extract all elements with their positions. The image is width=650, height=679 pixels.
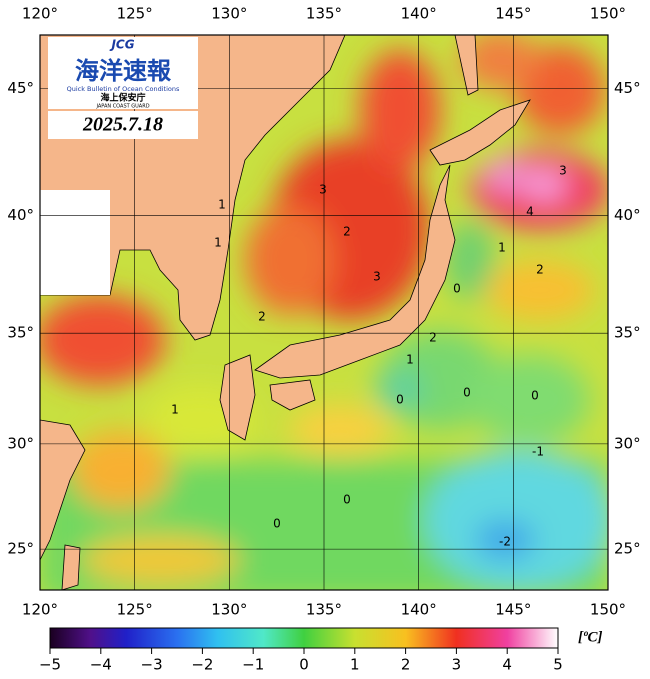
logo-subtitle: Quick Bulletin of Ocean Conditions xyxy=(67,85,180,93)
y-tick-label-right: 30° xyxy=(614,434,641,452)
x-tick-label-bottom: 140° xyxy=(401,601,437,619)
logo-agency: 海上保安庁 xyxy=(100,92,145,104)
contour-label: -2 xyxy=(499,535,511,549)
contour-label: 2 xyxy=(429,331,437,345)
colorbar-tick-label: −2 xyxy=(191,656,213,674)
no-data-area xyxy=(40,190,110,295)
contour-label: 2 xyxy=(343,225,351,239)
contour-label: 0 xyxy=(463,386,471,400)
contour-label: 3 xyxy=(319,183,327,197)
x-tick-label-top: 140° xyxy=(401,5,437,23)
logo-acronym: JCG xyxy=(109,38,134,52)
contour-label: 1 xyxy=(214,236,222,250)
date: 2025.7.18 xyxy=(82,114,163,136)
colorbar-tick-label: 2 xyxy=(401,656,411,674)
colorbar-tick-label: 4 xyxy=(502,656,512,674)
logo-agency-en: JAPAN COAST GUARD xyxy=(95,104,149,110)
y-tick-label-left: 25° xyxy=(7,540,34,558)
contour-label: 0 xyxy=(273,517,281,531)
x-tick-label-bottom: 125° xyxy=(117,601,153,619)
y-tick-label-left: 45° xyxy=(7,79,34,97)
contour-label: -1 xyxy=(532,445,544,459)
colorbar xyxy=(49,627,559,649)
contour-label: 4 xyxy=(526,205,534,219)
x-tick-label-top: 130° xyxy=(211,5,247,23)
colorbar-tick-label: 1 xyxy=(350,656,360,674)
x-tick-label-top: 150° xyxy=(590,5,626,23)
contour-label: 1 xyxy=(406,353,414,367)
colorbar-tick-label: 5 xyxy=(553,656,563,674)
contour-label: 0 xyxy=(396,393,404,407)
contour-label: 0 xyxy=(343,493,351,507)
contour-label: 2 xyxy=(536,263,544,277)
x-tick-label-bottom: 120° xyxy=(22,601,58,619)
graticule: 120°120°125°125°130°130°135°135°140°140°… xyxy=(7,5,640,619)
logo: JCG 海洋速報 Quick Bulletin of Ocean Conditi… xyxy=(48,37,198,139)
colorbar-tick-label: 3 xyxy=(452,656,462,674)
y-tick-label-left: 35° xyxy=(7,324,34,342)
colorbar-tick-label: 0 xyxy=(299,656,309,674)
contour-label: 1 xyxy=(171,403,179,417)
y-tick-label-right: 45° xyxy=(614,79,641,97)
x-tick-label-bottom: 130° xyxy=(211,601,247,619)
x-tick-label-top: 145° xyxy=(495,5,531,23)
contour-labels: 3 2 3 2 1 1 1 0 1 2 2 1 0 0 0 -1 0 0 -2 3 4 xyxy=(171,164,567,549)
contour-label: 0 xyxy=(531,389,539,403)
date-box xyxy=(48,111,198,139)
x-tick-label-bottom: 135° xyxy=(306,601,342,619)
colorbar-tick-label: −3 xyxy=(141,656,163,674)
y-tick-label-right: 35° xyxy=(614,324,641,342)
x-tick-label-top: 135° xyxy=(306,5,342,23)
colorbar-tick-label: −4 xyxy=(90,656,112,674)
y-tick-label-right: 40° xyxy=(614,206,641,224)
logo-box xyxy=(48,37,198,109)
colorbar-unit: [ºC] xyxy=(578,629,603,645)
colorbar-tick-label: −5 xyxy=(39,656,61,674)
y-tick-label-right: 25° xyxy=(614,540,641,558)
x-tick-label-bottom: 145° xyxy=(495,601,531,619)
contour-label: 1 xyxy=(218,198,226,212)
x-tick-label-bottom: 150° xyxy=(590,601,626,619)
y-tick-label-left: 30° xyxy=(7,434,34,452)
colorbar-ticks: −5 −4 −3 −2 −1 0 1 2 3 4 5 xyxy=(39,648,563,674)
contour-label: 1 xyxy=(498,241,506,255)
logo-title: 海洋速報 xyxy=(75,57,172,85)
contour-label: 3 xyxy=(559,164,567,178)
contour-label: 3 xyxy=(373,270,381,284)
x-tick-label-top: 120° xyxy=(22,5,58,23)
colorbar-tick-label: −1 xyxy=(242,656,264,674)
contour-label: 0 xyxy=(453,282,461,296)
contour-label: 2 xyxy=(258,310,266,324)
x-tick-label-top: 125° xyxy=(117,5,153,23)
y-tick-label-left: 40° xyxy=(7,206,34,224)
